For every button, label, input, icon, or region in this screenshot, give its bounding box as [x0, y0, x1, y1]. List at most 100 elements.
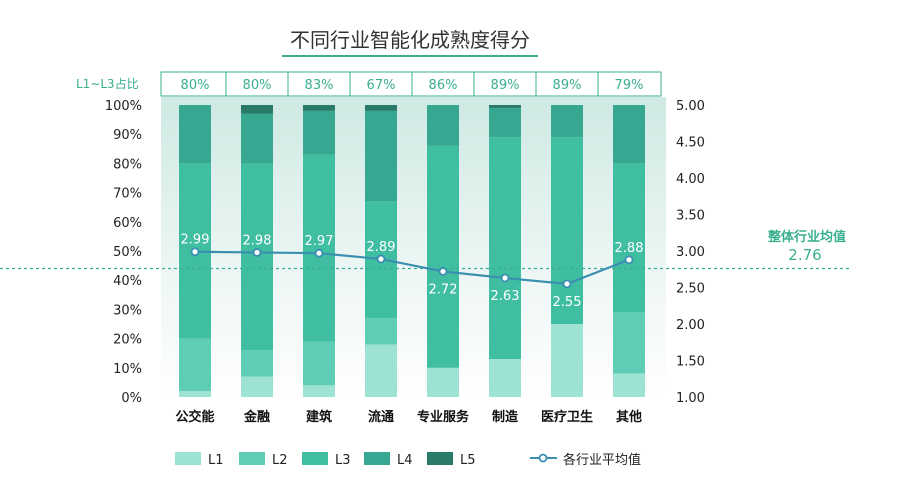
bar-segment-l2	[613, 312, 645, 374]
legend-swatch-l1	[175, 452, 201, 465]
bar-segment-l1	[551, 324, 583, 397]
left-tick-label: 100%	[105, 99, 142, 114]
category-labels: 公交能 金融 建筑 流通 专业服务 制造 医疗卫生 其他	[175, 409, 642, 425]
l1-l3-ratio-row: L1~L3占比 80% 80% 83% 67% 86% 89% 89% 79%	[76, 71, 662, 97]
average-point	[252, 248, 262, 257]
bar-segment-l4	[303, 110, 335, 155]
category-label: 流通	[368, 409, 394, 425]
right-tick-label: 3.50	[676, 209, 705, 224]
average-value: 2.76	[788, 246, 821, 264]
legend-swatch-l5	[427, 452, 453, 465]
bar-segment-l2	[179, 338, 211, 392]
bar-segment-l1	[427, 367, 459, 397]
chart-title: 不同行业智能化成熟度得分	[290, 28, 530, 52]
average-point	[438, 267, 448, 276]
bar-segment-l4	[241, 113, 273, 164]
ratio-value: 89%	[491, 78, 520, 93]
bar-segment-l5	[241, 105, 273, 114]
bar-segment-l4	[427, 105, 459, 146]
average-point	[500, 273, 510, 283]
bar-segment-l5	[303, 105, 335, 111]
bar-segment-l1	[179, 391, 211, 397]
ratio-value: 79%	[615, 78, 644, 93]
average-polyline	[194, 250, 630, 285]
bar-segment-l2	[365, 318, 397, 345]
legend-label: L1	[208, 453, 224, 468]
ratio-value: 80%	[181, 78, 210, 93]
average-point	[190, 247, 200, 257]
legend-swatch-l4	[364, 452, 390, 465]
plot-background	[161, 97, 666, 398]
right-tick-label: 4.00	[676, 172, 705, 187]
ratio-value: 83%	[305, 78, 334, 93]
average-label: 整体行业均值	[767, 229, 846, 245]
legend-line-marker	[538, 453, 548, 463]
right-tick-label: 1.50	[676, 355, 705, 370]
bar-segment-l3	[613, 163, 645, 313]
right-tick-label: 1.00	[676, 391, 705, 406]
left-tick-label: 10%	[113, 362, 142, 377]
average-point	[624, 255, 634, 265]
average-point	[314, 248, 324, 258]
bar-segment-l3	[427, 145, 459, 368]
bars	[179, 105, 645, 397]
right-tick-label: 2.00	[676, 318, 705, 333]
bar-segment-l4	[365, 110, 397, 202]
average-point	[376, 254, 386, 264]
ratio-value: 86%	[429, 78, 458, 93]
bar-segment-l1	[489, 359, 521, 397]
category-label: 制造	[492, 409, 519, 425]
average-data-label: 2.63	[491, 289, 520, 304]
bar-segment-l4	[489, 107, 521, 138]
average-line: 2.99 2.98 2.97 2.89 2.72 2.63 2.55 2.88	[181, 233, 644, 310]
average-data-label: 2.89	[367, 240, 396, 255]
bar-segment-l4	[551, 105, 583, 138]
axes: 0% 10% 20% 30% 40% 50% 60% 70% 80% 90% 100% 1.00 1.5…	[105, 99, 705, 406]
average-data-label: 2.72	[429, 282, 458, 297]
left-tick-label: 80%	[113, 157, 142, 172]
left-tick-label: 70%	[113, 187, 142, 202]
left-tick-label: 40%	[113, 274, 142, 289]
bar-segment-l5	[489, 105, 521, 108]
legend-label: L3	[335, 453, 351, 468]
left-tick-label: 20%	[113, 333, 142, 348]
bar-segment-l1	[241, 376, 273, 397]
left-tick-label: 60%	[113, 216, 142, 231]
legend-swatch-l3	[302, 452, 328, 465]
average-data-label: 2.55	[553, 295, 582, 310]
left-tick-label: 50%	[113, 245, 142, 260]
category-label: 金融	[243, 409, 270, 425]
ratio-box	[160, 71, 662, 97]
legend-label: L2	[272, 453, 288, 468]
bar-segment-l3	[551, 137, 583, 324]
bar-segment-l1	[365, 344, 397, 397]
ratio-value: 80%	[243, 78, 272, 93]
category-label: 公交能	[175, 409, 214, 425]
right-tick-label: 4.50	[676, 136, 705, 151]
bar-segment-l1	[303, 385, 335, 397]
bar-segment-l5	[365, 105, 397, 111]
legend-label: L5	[460, 453, 476, 468]
legend: L1 L2 L3 L4 L5 各行业平均值	[175, 452, 641, 468]
bar-segment-l4	[179, 105, 211, 164]
category-label: 医疗卫生	[541, 409, 593, 425]
category-label: 其他	[616, 409, 642, 425]
category-label: 专业服务	[417, 409, 470, 425]
bar-segment-l2	[241, 350, 273, 377]
average-data-label: 2.98	[243, 233, 272, 248]
left-tick-label: 0%	[121, 391, 142, 406]
legend-swatch-l2	[239, 452, 265, 465]
legend-label: 各行业平均值	[563, 452, 641, 468]
average-data-label: 2.88	[615, 241, 644, 256]
bar-segment-l3	[489, 137, 521, 360]
right-tick-label: 5.00	[676, 99, 705, 114]
bar-segment-l2	[303, 341, 335, 386]
bar-segment-l3	[303, 154, 335, 342]
left-tick-label: 90%	[113, 128, 142, 143]
bar-segment-l1	[613, 373, 645, 397]
right-tick-label: 2.50	[676, 282, 705, 297]
bar-segment-l4	[613, 105, 645, 164]
ratio-value: 67%	[367, 78, 396, 93]
